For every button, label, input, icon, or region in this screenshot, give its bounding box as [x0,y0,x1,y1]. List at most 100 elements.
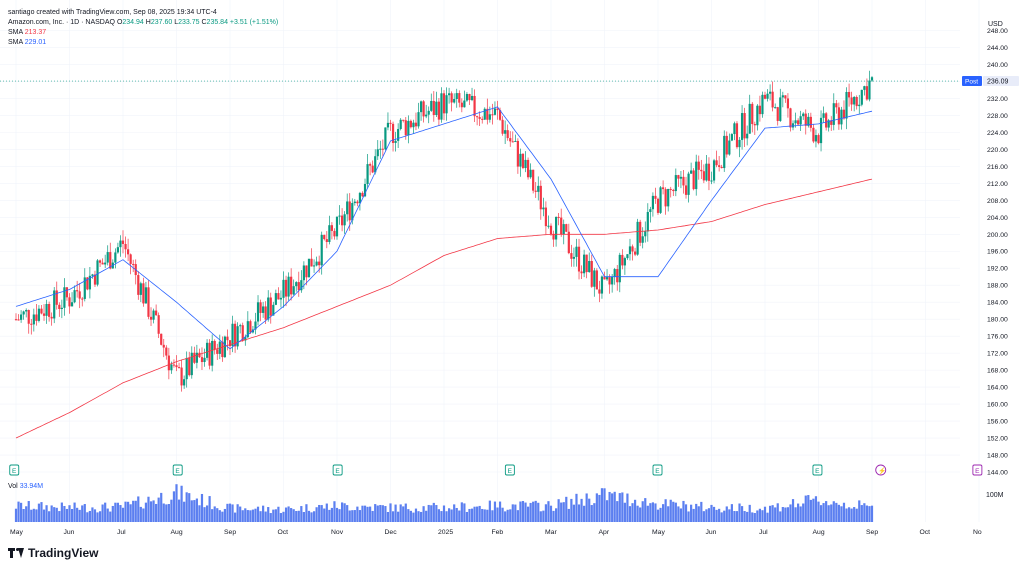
candle-body [797,120,800,125]
volume-bar [307,510,311,522]
candle-body [106,252,109,263]
event-marker-label: E [335,468,340,475]
volume-bar [389,503,392,522]
candle-body [847,91,851,98]
candle-body [600,276,604,294]
candle-body [468,94,471,101]
volume-bar [35,509,38,522]
y-tick-label: 152.00 [987,436,1008,443]
candle-body [109,252,112,269]
candle-body [244,337,247,341]
volume-bar [142,508,145,522]
candle-body [241,325,244,341]
volume-bar [628,506,632,522]
volume-bar [129,504,132,522]
tradingview-logo-text: TradingView [28,546,99,560]
volume-bar [297,510,300,522]
candle-body [348,201,351,221]
candle-body [575,246,578,257]
symbol-row[interactable]: Amazon.com, Inc. · 1D · NASDAQ O234.94 H… [8,19,279,26]
candle-body [763,94,767,99]
candle-body [804,113,807,126]
earnings-marker [9,464,20,476]
volume-bar [348,510,351,522]
candle-body [256,302,260,322]
candle-body [447,93,451,96]
volume-bar [246,510,249,522]
candle-body [328,225,331,242]
volume-bar [470,508,474,522]
volume-bar [119,505,122,522]
candle-body [758,105,762,115]
change-value: +3.51 (+1.51%) [229,19,279,26]
volume-bar [262,505,265,522]
price-tag: Post 236.09 [962,76,1019,87]
sma-slow-legend[interactable]: SMA 213.37 [8,29,47,36]
candle-body [216,349,219,354]
event-marker-label: E [175,468,180,475]
volume-bar [91,507,94,522]
candle-body [779,97,782,121]
tradingview-logo[interactable]: TradingView [8,546,98,560]
volume-legend[interactable]: Vol 33.94M [8,483,44,490]
candle-body [53,290,56,319]
volume-bar [817,501,820,522]
candle-body [567,231,570,254]
volume-bar [791,499,795,522]
volume-bar [98,511,102,522]
volume-axis-label: 100M [986,492,1004,499]
volume-bar [101,504,104,522]
candle-body [791,123,795,128]
volume-bar [450,509,453,522]
candle-body [738,139,741,148]
volume-bar [427,504,430,522]
candle-body [425,114,428,117]
candle-body [419,101,423,113]
candle-body [338,215,341,217]
candle-body [725,135,728,155]
volume-bar [132,500,135,522]
volume-bar [486,509,489,522]
volume-bar [465,511,469,522]
volume-bar [379,504,382,522]
sma-fast-legend[interactable]: SMA 229.01 [8,39,47,46]
price-tag-label: Post [965,79,978,86]
candle-body [570,253,573,259]
candle-body [488,114,491,120]
candle-body [817,135,820,144]
y-tick-label: 172.00 [987,351,1008,358]
candle-body [254,321,257,330]
volume-bar [779,511,782,522]
candle-body [172,364,176,366]
candle-body [269,297,272,316]
volume-bar [534,500,537,522]
volume-bar [343,503,346,522]
volume-bar [175,484,178,522]
volume-bar [195,498,198,522]
volume-bar [738,503,741,522]
volume-bar [521,501,525,522]
volume-bar [167,504,170,522]
volume-bar [376,505,379,522]
candle-body [147,287,150,317]
volume-bar [608,491,611,522]
volume-bar [116,502,120,522]
candle-body [771,91,774,108]
candle-body [565,224,568,232]
candle-body [323,234,326,240]
volume-bar [718,508,721,522]
volume-bar [254,508,257,522]
attribution: santiago created with TradingView.com, S… [8,9,217,16]
volume-bar [728,509,731,522]
volume-bar [412,512,415,522]
volume-bar [455,507,458,522]
volume-bar [700,501,703,522]
candle-body [786,98,790,109]
candle-body [358,192,362,204]
candle-body [88,275,91,290]
volume-bar [651,502,655,522]
volume-bar [590,505,593,522]
low-value: 233.75 [178,19,200,26]
candle-body [723,135,726,169]
